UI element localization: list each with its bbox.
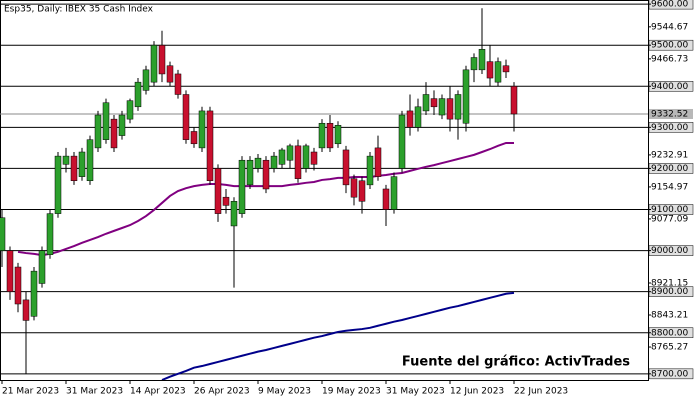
candle-body bbox=[214, 168, 222, 214]
candle-body bbox=[334, 125, 342, 145]
x-tick-label: 9 May 2023 bbox=[258, 387, 311, 397]
candle-body bbox=[14, 266, 22, 305]
candle-body bbox=[406, 110, 414, 128]
candle-body bbox=[46, 213, 54, 255]
candle-body bbox=[62, 155, 70, 165]
y-tick-label: 9200.00 bbox=[651, 164, 688, 174]
candle-body bbox=[366, 155, 374, 186]
candle-body bbox=[390, 176, 398, 210]
y-tick-label: 9300.00 bbox=[651, 123, 688, 133]
candle-body bbox=[494, 61, 502, 83]
candle-body bbox=[318, 122, 326, 149]
candle-body bbox=[510, 86, 518, 115]
x-tick-label: 31 May 2023 bbox=[386, 387, 445, 397]
candle-body bbox=[30, 270, 38, 317]
candle-body bbox=[230, 201, 238, 227]
candle-body bbox=[206, 110, 214, 182]
candle-body bbox=[38, 250, 46, 284]
candle-body bbox=[174, 73, 182, 95]
candle-body bbox=[158, 44, 166, 75]
candle-body bbox=[238, 159, 246, 214]
y-tick-label: 9544.67 bbox=[651, 22, 688, 32]
candle-body bbox=[470, 57, 478, 71]
candle-body bbox=[398, 114, 406, 169]
candle-body bbox=[462, 69, 470, 124]
candle-body bbox=[182, 94, 190, 140]
candle-body bbox=[142, 69, 150, 91]
candle-body bbox=[430, 98, 438, 108]
x-tick-label: 31 Mar 2023 bbox=[66, 387, 123, 397]
x-tick-label: 26 Apr 2023 bbox=[194, 387, 250, 397]
candle-body bbox=[102, 102, 110, 140]
y-tick-label: 9232.91 bbox=[651, 150, 688, 160]
source-note: Fuente del gráfico: ActivTrades bbox=[402, 355, 630, 370]
candle-body bbox=[454, 94, 462, 120]
y-tick-label: 9500.00 bbox=[651, 41, 688, 51]
candle-body bbox=[150, 44, 158, 83]
current-price-label: 9332.52 bbox=[651, 109, 688, 119]
candle-body bbox=[350, 178, 358, 198]
candle-body bbox=[118, 114, 126, 136]
x-tick-label: 12 Jun 2023 bbox=[450, 387, 504, 397]
chart-title: Esp35, Daily: IBEX 35 Cash Index bbox=[4, 5, 154, 15]
candle-body bbox=[302, 145, 310, 169]
candle-body bbox=[358, 180, 366, 202]
candle-body bbox=[0, 217, 6, 251]
candle-body bbox=[286, 145, 294, 161]
y-tick-label: 8800.00 bbox=[651, 328, 688, 338]
candle-body bbox=[486, 61, 494, 79]
y-tick-label: 8921.15 bbox=[651, 278, 688, 288]
candle-body bbox=[446, 98, 454, 120]
y-tick-label: 9000.00 bbox=[651, 246, 688, 256]
x-tick-label: 14 Apr 2023 bbox=[130, 387, 186, 397]
candle-body bbox=[222, 196, 230, 206]
plot-frame bbox=[0, 0, 649, 381]
candle-body bbox=[502, 65, 510, 73]
candle-body bbox=[190, 131, 198, 145]
y-tick-label: 9154.97 bbox=[651, 182, 688, 192]
x-tick-label: 22 Jun 2023 bbox=[514, 387, 568, 397]
candle-body bbox=[54, 155, 62, 214]
candle-body bbox=[414, 106, 422, 128]
candle-body bbox=[270, 155, 278, 169]
candle-body bbox=[382, 188, 390, 210]
y-tick-label: 9600.00 bbox=[651, 0, 688, 10]
candle-body bbox=[438, 98, 446, 116]
candle-body bbox=[126, 100, 134, 120]
candle-body bbox=[294, 145, 302, 179]
y-tick-label: 8700.00 bbox=[651, 369, 688, 379]
candle-body bbox=[422, 94, 430, 112]
candle-body bbox=[78, 151, 86, 177]
moving-average-line bbox=[161, 291, 515, 380]
y-tick-label: 8900.00 bbox=[651, 287, 688, 297]
current-price-box bbox=[649, 108, 693, 119]
y-tick-label: 8843.21 bbox=[651, 311, 688, 321]
candle-body bbox=[262, 159, 270, 190]
candle-body bbox=[278, 149, 286, 165]
candle-body bbox=[94, 114, 102, 149]
x-tick-label: 21 Mar 2023 bbox=[2, 387, 59, 397]
candle-body bbox=[198, 110, 206, 149]
candle-body bbox=[70, 155, 78, 182]
candle-body bbox=[342, 149, 350, 186]
candle-body bbox=[22, 299, 30, 321]
y-tick-label: 9077.09 bbox=[651, 214, 688, 224]
candle-body bbox=[326, 122, 334, 149]
y-tick-label: 9466.73 bbox=[651, 54, 688, 64]
candle-body bbox=[374, 147, 382, 177]
y-tick-label: 8765.27 bbox=[651, 343, 688, 353]
x-tick-label: 19 May 2023 bbox=[322, 387, 381, 397]
candle-body bbox=[110, 118, 118, 149]
candle-body bbox=[246, 159, 254, 186]
candle-body bbox=[254, 157, 262, 169]
y-tick-label: 9400.00 bbox=[651, 82, 688, 92]
y-tick-label: 9100.00 bbox=[651, 205, 688, 215]
candle-body bbox=[86, 139, 94, 182]
candle-body bbox=[134, 81, 142, 108]
candle-body bbox=[310, 151, 318, 165]
candle-body bbox=[478, 49, 486, 71]
candle-body bbox=[166, 65, 174, 83]
candle-body bbox=[6, 250, 14, 292]
